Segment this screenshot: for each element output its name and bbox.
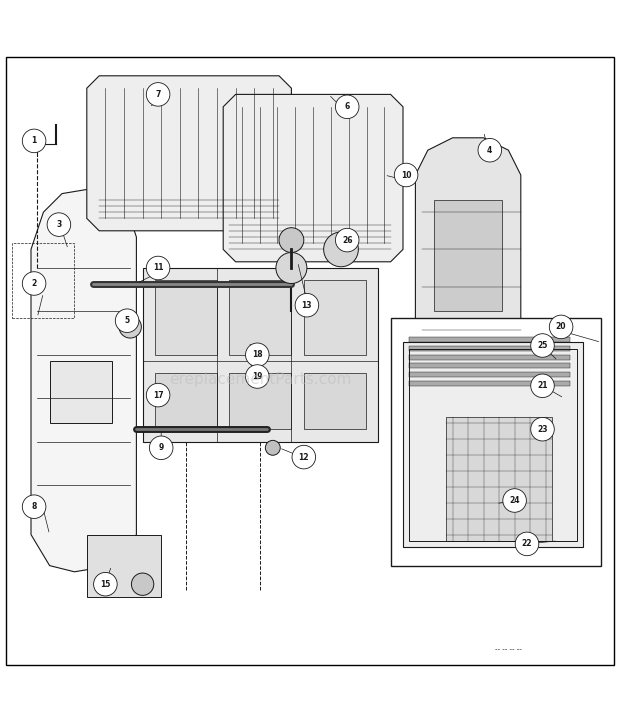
Text: 23: 23 bbox=[538, 425, 547, 434]
Text: 5: 5 bbox=[125, 316, 130, 325]
Bar bbox=[409, 372, 570, 377]
Text: 9: 9 bbox=[159, 443, 164, 452]
Bar bbox=[304, 373, 366, 429]
Text: 15: 15 bbox=[100, 580, 110, 588]
Circle shape bbox=[246, 343, 269, 367]
Circle shape bbox=[292, 445, 316, 469]
Bar bbox=[155, 373, 217, 429]
Circle shape bbox=[149, 436, 173, 460]
Circle shape bbox=[335, 95, 359, 118]
Bar bbox=[409, 363, 570, 368]
Circle shape bbox=[47, 213, 71, 236]
Circle shape bbox=[146, 383, 170, 407]
Text: -- -- -- --: -- -- -- -- bbox=[495, 646, 522, 653]
Text: 22: 22 bbox=[522, 539, 532, 549]
Bar bbox=[304, 280, 366, 355]
Circle shape bbox=[531, 417, 554, 441]
Circle shape bbox=[503, 489, 526, 513]
Text: 6: 6 bbox=[345, 103, 350, 111]
Circle shape bbox=[335, 228, 359, 252]
Bar bbox=[409, 380, 570, 386]
Circle shape bbox=[94, 573, 117, 596]
Bar bbox=[409, 337, 570, 342]
Circle shape bbox=[295, 293, 319, 317]
Circle shape bbox=[94, 573, 117, 596]
Polygon shape bbox=[31, 188, 136, 572]
Text: 20: 20 bbox=[556, 323, 566, 331]
Bar bbox=[409, 346, 570, 351]
Circle shape bbox=[276, 253, 307, 284]
Circle shape bbox=[279, 227, 304, 253]
Text: 8: 8 bbox=[32, 503, 37, 511]
Bar bbox=[12, 243, 74, 318]
Circle shape bbox=[478, 139, 502, 162]
Circle shape bbox=[265, 440, 280, 456]
Circle shape bbox=[531, 374, 554, 398]
Bar bbox=[446, 417, 552, 541]
Text: 4: 4 bbox=[487, 146, 492, 155]
Text: 11: 11 bbox=[153, 264, 163, 272]
Bar bbox=[409, 349, 577, 541]
Bar bbox=[155, 280, 217, 355]
Bar bbox=[409, 355, 570, 360]
Circle shape bbox=[246, 365, 269, 388]
Bar bbox=[434, 200, 502, 311]
Circle shape bbox=[515, 532, 539, 556]
Circle shape bbox=[394, 163, 418, 187]
Text: 19: 19 bbox=[252, 372, 262, 381]
Text: ereplacementParts.com: ereplacementParts.com bbox=[169, 372, 352, 387]
Circle shape bbox=[22, 129, 46, 152]
Polygon shape bbox=[87, 76, 291, 231]
Text: 21: 21 bbox=[538, 381, 547, 391]
Bar bbox=[87, 534, 161, 596]
Bar bbox=[229, 373, 291, 429]
Circle shape bbox=[119, 316, 141, 338]
Circle shape bbox=[549, 315, 573, 339]
Circle shape bbox=[22, 271, 46, 295]
Text: 10: 10 bbox=[401, 170, 411, 180]
Text: 25: 25 bbox=[538, 341, 547, 350]
Polygon shape bbox=[223, 95, 403, 262]
Text: 26: 26 bbox=[342, 235, 352, 245]
Circle shape bbox=[146, 82, 170, 106]
Circle shape bbox=[531, 334, 554, 357]
Text: 1: 1 bbox=[32, 136, 37, 145]
Bar bbox=[143, 268, 378, 442]
Circle shape bbox=[22, 495, 46, 518]
Text: 18: 18 bbox=[252, 350, 263, 360]
Text: 17: 17 bbox=[153, 391, 164, 399]
Bar bbox=[229, 280, 291, 355]
Bar bbox=[403, 342, 583, 547]
Circle shape bbox=[146, 256, 170, 280]
Text: 12: 12 bbox=[299, 453, 309, 461]
Text: 2: 2 bbox=[32, 279, 37, 288]
Text: 13: 13 bbox=[302, 300, 312, 310]
Text: 24: 24 bbox=[510, 496, 520, 505]
Circle shape bbox=[324, 232, 358, 266]
Polygon shape bbox=[415, 138, 521, 380]
Bar bbox=[50, 361, 112, 423]
Bar bbox=[391, 318, 601, 565]
Text: 3: 3 bbox=[56, 220, 61, 229]
Circle shape bbox=[115, 309, 139, 332]
Circle shape bbox=[131, 573, 154, 596]
Text: 7: 7 bbox=[156, 90, 161, 99]
